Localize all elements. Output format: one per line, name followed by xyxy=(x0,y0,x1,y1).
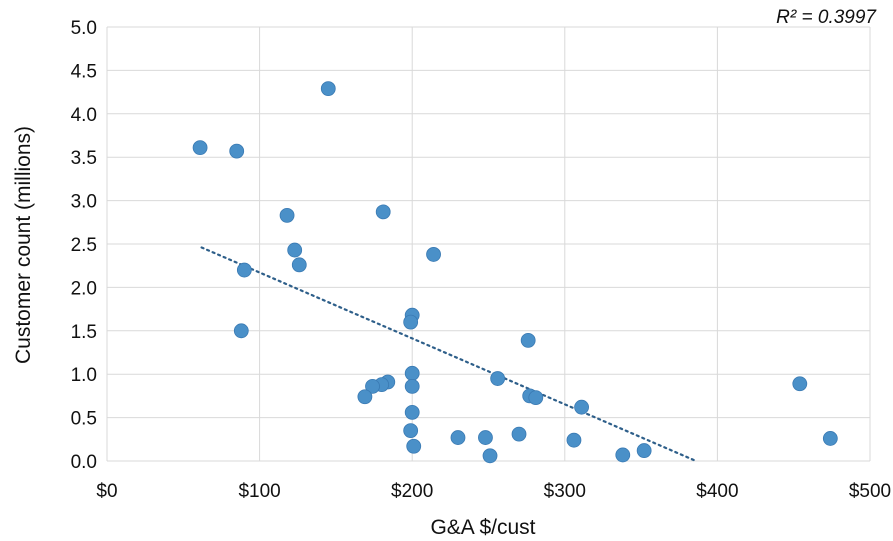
y-tick-label: 1.5 xyxy=(71,322,97,343)
data-point xyxy=(357,389,373,405)
data-point xyxy=(403,423,419,439)
data-point xyxy=(291,257,307,273)
data-point xyxy=(404,404,420,420)
r-squared-annotation: R² = 0.3997 xyxy=(776,7,877,28)
data-point xyxy=(404,365,420,381)
y-tick-label: 1.0 xyxy=(71,365,97,386)
data-point xyxy=(792,376,808,392)
data-point xyxy=(233,323,249,339)
y-tick-label: 0.0 xyxy=(71,452,97,473)
y-tick-label: 3.0 xyxy=(71,192,97,213)
x-axis-title: G&A $/cust xyxy=(430,516,535,539)
x-tick-label: $100 xyxy=(238,481,280,502)
x-tick-label: $400 xyxy=(696,481,738,502)
x-tick-label: $500 xyxy=(849,481,891,502)
x-tick-label: $200 xyxy=(391,481,433,502)
data-point xyxy=(482,448,498,464)
data-point xyxy=(822,431,838,446)
y-tick-label: 2.5 xyxy=(71,235,97,256)
data-point xyxy=(406,438,422,454)
data-point xyxy=(403,314,419,330)
points-layer xyxy=(192,81,838,464)
y-tick-label: 5.0 xyxy=(71,18,97,39)
data-point xyxy=(426,247,441,262)
data-point xyxy=(279,207,295,223)
data-point xyxy=(192,140,208,156)
y-tick-labels: 0.0 0.5 1.0 1.5 2.0 2.5 3.0 3.5 4.0 4.5 5.0 xyxy=(71,18,97,473)
data-point xyxy=(528,390,544,406)
data-point xyxy=(365,378,380,394)
grid xyxy=(106,26,871,462)
data-point xyxy=(520,332,536,348)
y-tick-label: 4.5 xyxy=(71,61,97,82)
data-point xyxy=(574,399,589,415)
data-point xyxy=(404,378,420,394)
y-tick-label: 4.0 xyxy=(71,105,97,126)
data-point xyxy=(615,447,631,463)
data-point xyxy=(450,430,466,445)
x-tick-label: $300 xyxy=(544,481,586,502)
x-tick-label: $0 xyxy=(96,481,117,502)
data-point xyxy=(566,432,582,448)
y-tick-label: 2.0 xyxy=(71,278,97,299)
y-tick-label: 3.5 xyxy=(71,148,97,169)
data-point xyxy=(375,204,391,220)
data-point xyxy=(478,430,493,445)
trendline xyxy=(200,246,698,463)
data-point xyxy=(490,371,506,386)
data-point xyxy=(511,426,527,442)
data-point xyxy=(287,242,303,258)
data-point xyxy=(636,443,652,458)
y-axis-title: Customer count (millions) xyxy=(12,126,35,364)
y-tick-label: 0.5 xyxy=(71,409,97,430)
data-point xyxy=(320,81,336,97)
x-tick-labels: $0 $100 $200 $300 $400 $500 xyxy=(96,481,891,502)
trendline-layer xyxy=(200,246,698,463)
data-point xyxy=(229,143,245,159)
data-point xyxy=(236,262,252,278)
